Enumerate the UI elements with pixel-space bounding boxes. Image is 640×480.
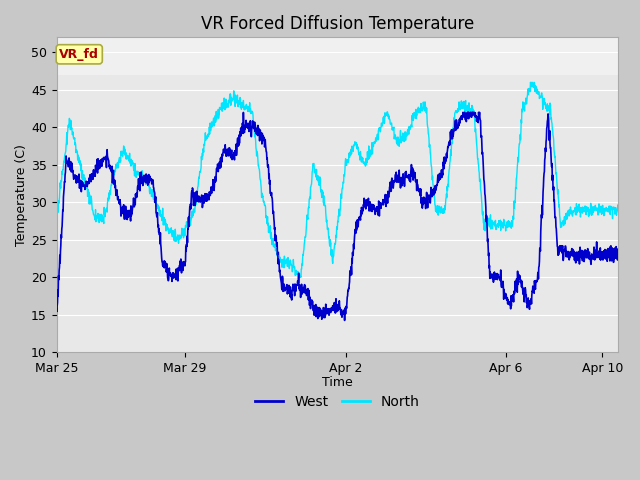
West bbox=[614, 250, 622, 255]
Bar bbox=[56, 37, 618, 75]
Legend: West, North: West, North bbox=[250, 389, 426, 415]
West bbox=[459, 109, 467, 115]
West bbox=[340, 318, 348, 324]
Line: North: North bbox=[56, 82, 618, 277]
Y-axis label: Temperature (C): Temperature (C) bbox=[15, 144, 28, 246]
North bbox=[156, 207, 164, 213]
North bbox=[346, 150, 354, 156]
North bbox=[52, 216, 60, 221]
West bbox=[503, 297, 511, 303]
West bbox=[346, 268, 354, 274]
North bbox=[315, 177, 323, 183]
X-axis label: Time: Time bbox=[322, 376, 353, 389]
West bbox=[315, 307, 323, 312]
North bbox=[147, 185, 154, 191]
Text: VR_fd: VR_fd bbox=[60, 48, 99, 61]
West bbox=[156, 241, 164, 247]
Line: West: West bbox=[56, 112, 618, 321]
West bbox=[147, 173, 154, 179]
West bbox=[371, 208, 378, 214]
North bbox=[527, 79, 534, 85]
North bbox=[614, 209, 622, 215]
North bbox=[502, 224, 510, 230]
Title: VR Forced Diffusion Temperature: VR Forced Diffusion Temperature bbox=[201, 15, 474, 33]
West bbox=[52, 306, 60, 312]
North bbox=[295, 275, 303, 280]
North bbox=[371, 139, 378, 144]
